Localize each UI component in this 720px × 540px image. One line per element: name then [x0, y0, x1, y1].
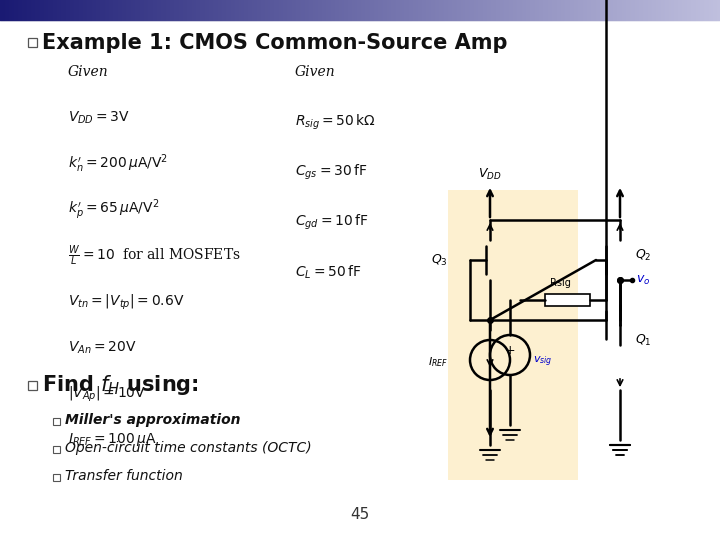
Bar — [0, 0, 20, 20]
Bar — [198, 0, 217, 20]
Bar — [504, 0, 523, 20]
Bar — [448, 190, 578, 480]
Text: $V_{An} = 20\mathrm{V}$: $V_{An} = 20\mathrm{V}$ — [68, 340, 137, 356]
Bar — [594, 0, 613, 20]
Bar — [18, 0, 37, 20]
Text: $v_o$: $v_o$ — [636, 273, 650, 287]
Text: Open-circuit time constants (OCTC): Open-circuit time constants (OCTC) — [65, 441, 312, 455]
Text: $Q_3$: $Q_3$ — [431, 252, 448, 267]
Bar — [216, 0, 235, 20]
Text: $V_{tn} = |V_{tp}| = 0.6\mathrm{V}$: $V_{tn} = |V_{tp}| = 0.6\mathrm{V}$ — [68, 292, 184, 312]
Bar — [450, 0, 469, 20]
Bar — [342, 0, 361, 20]
Bar — [72, 0, 91, 20]
Text: Miller's approximation: Miller's approximation — [65, 413, 240, 427]
Bar — [378, 0, 397, 20]
Bar — [234, 0, 253, 20]
Bar — [486, 0, 505, 20]
Bar — [53, 474, 60, 481]
Bar — [53, 446, 60, 453]
Bar — [288, 0, 307, 20]
Bar — [0, 0, 18, 20]
Text: $v_{sig}$: $v_{sig}$ — [533, 355, 552, 369]
Bar — [324, 0, 343, 20]
Bar — [684, 0, 703, 20]
Bar — [270, 0, 289, 20]
Text: $k^{\prime}_p = 65\,\mu\mathrm{A/V}^2$: $k^{\prime}_p = 65\,\mu\mathrm{A/V}^2$ — [68, 198, 159, 222]
Bar — [545, 294, 590, 306]
Bar — [53, 418, 60, 425]
Text: $I_{REF} = 100\,\mu\mathrm{A}$: $I_{REF} = 100\,\mu\mathrm{A}$ — [68, 431, 157, 449]
Bar — [252, 0, 271, 20]
Text: 45: 45 — [351, 507, 369, 522]
Bar — [36, 0, 55, 20]
Bar — [28, 38, 37, 47]
Text: $V_{DD}$: $V_{DD}$ — [478, 167, 502, 182]
Bar — [612, 0, 631, 20]
Bar — [144, 0, 163, 20]
Bar — [396, 0, 415, 20]
Bar — [54, 0, 73, 20]
Bar — [576, 0, 595, 20]
Bar — [360, 0, 379, 20]
Text: Transfer function: Transfer function — [65, 469, 183, 483]
Bar — [648, 0, 667, 20]
Text: $k^{\prime}_n = 200\,\mu\mathrm{A/V}^2$: $k^{\prime}_n = 200\,\mu\mathrm{A/V}^2$ — [68, 153, 168, 176]
Text: $C_{gs} = 30\,\mathrm{fF}$: $C_{gs} = 30\,\mathrm{fF}$ — [295, 163, 367, 181]
Bar — [432, 0, 451, 20]
Bar — [306, 0, 325, 20]
Text: $\frac{W}{L} = 10\;$ for all MOSFETs: $\frac{W}{L} = 10\;$ for all MOSFETs — [68, 244, 240, 268]
Text: $Q_1$: $Q_1$ — [635, 333, 652, 348]
Bar — [630, 0, 649, 20]
Text: $C_{gd} = 10\,\mathrm{fF}$: $C_{gd} = 10\,\mathrm{fF}$ — [295, 212, 369, 232]
Bar — [90, 0, 109, 20]
Bar — [180, 0, 199, 20]
Bar — [414, 0, 433, 20]
Bar — [468, 0, 487, 20]
Text: Rsig: Rsig — [549, 278, 570, 288]
Bar — [558, 0, 577, 20]
Bar — [522, 0, 541, 20]
Text: Example 1: CMOS Common-Source Amp: Example 1: CMOS Common-Source Amp — [42, 33, 508, 53]
Text: Given: Given — [295, 65, 336, 79]
Bar — [0, 0, 19, 20]
Bar — [0, 0, 30, 12]
Bar — [162, 0, 181, 20]
Text: +: + — [505, 345, 516, 357]
Bar — [666, 0, 685, 20]
Bar — [28, 381, 37, 390]
Text: $Q_2$: $Q_2$ — [635, 247, 652, 262]
Bar — [126, 0, 145, 20]
Bar — [108, 0, 127, 20]
Text: $R_{sig} = 50\,\mathrm{k}\Omega$: $R_{sig} = 50\,\mathrm{k}\Omega$ — [295, 112, 376, 132]
Bar — [540, 0, 559, 20]
Text: Given: Given — [68, 65, 109, 79]
Text: $V_{DD} = 3\mathrm{V}$: $V_{DD} = 3\mathrm{V}$ — [68, 110, 130, 126]
Text: $|V_{Ap}| = 10\mathrm{V}$: $|V_{Ap}| = 10\mathrm{V}$ — [68, 384, 146, 404]
Text: Find $f_H$ using:: Find $f_H$ using: — [42, 373, 199, 397]
Text: $I_{REF}$: $I_{REF}$ — [428, 355, 448, 369]
Bar — [702, 0, 720, 20]
Text: $C_L = 50\,\mathrm{fF}$: $C_L = 50\,\mathrm{fF}$ — [295, 264, 361, 281]
